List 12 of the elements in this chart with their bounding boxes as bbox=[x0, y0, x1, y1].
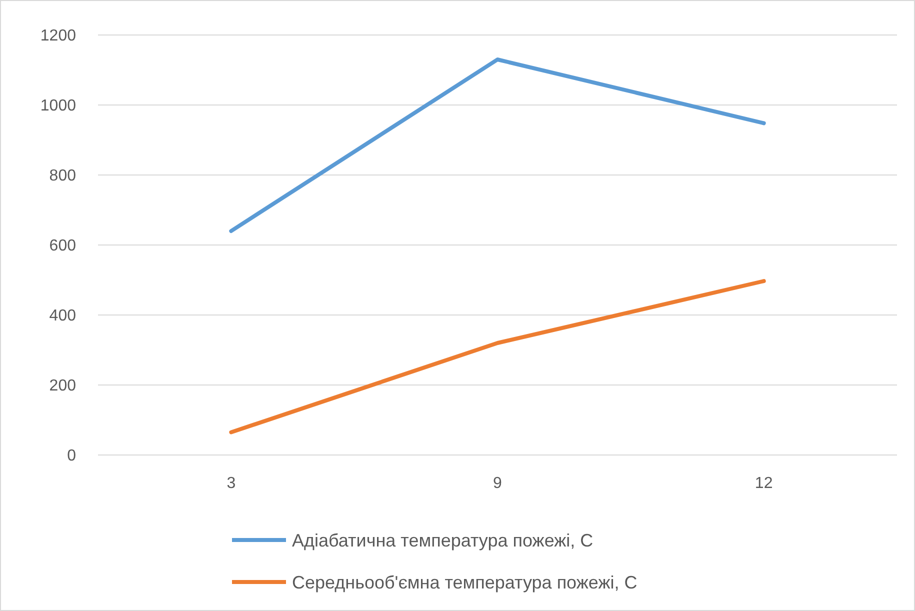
x-tick-label: 12 bbox=[754, 475, 773, 492]
y-tick-label: 0 bbox=[67, 448, 76, 465]
y-tick-label: 200 bbox=[49, 378, 76, 395]
legend-label: Адіабатична температура пожежі, С bbox=[292, 530, 594, 550]
y-tick-label: 600 bbox=[49, 238, 76, 255]
legend-label: Середньооб'ємна температура пожежі, С bbox=[292, 572, 638, 592]
y-tick-label: 1000 bbox=[40, 98, 76, 115]
x-tick-label: 3 bbox=[226, 475, 236, 492]
y-tick-label: 400 bbox=[49, 308, 76, 325]
y-tick-label: 1200 bbox=[40, 28, 76, 45]
x-tick-label: 9 bbox=[493, 475, 502, 492]
y-tick-label: 800 bbox=[49, 168, 76, 185]
